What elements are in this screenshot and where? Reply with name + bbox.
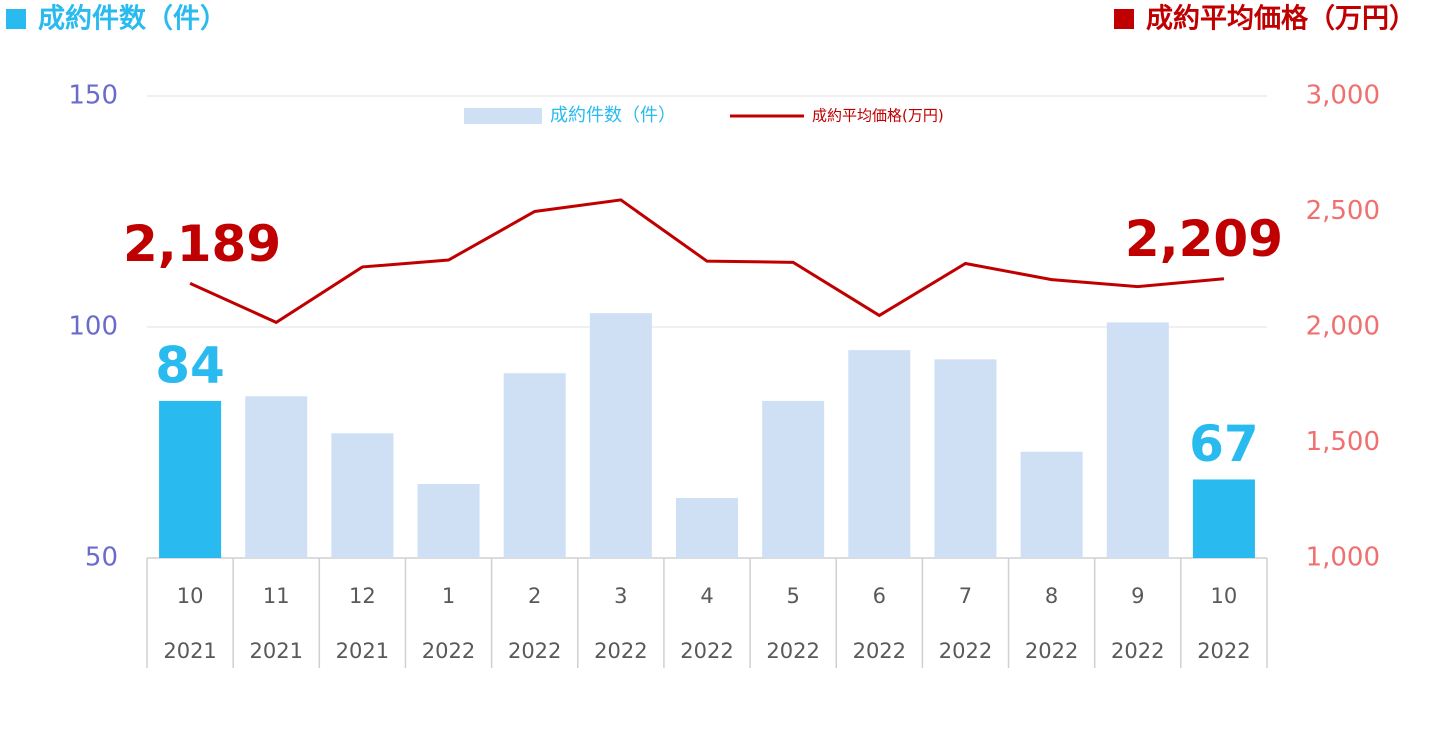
x-year-label: 2022: [1025, 639, 1078, 663]
bar: [503, 373, 566, 558]
y-title: 成約件数（件）: [38, 3, 227, 35]
bar: [1192, 479, 1255, 558]
x-tick-label: 2: [528, 584, 541, 608]
bar: [159, 400, 222, 558]
x-tick-label: 10: [177, 584, 204, 608]
y-tick-label: 150: [68, 81, 118, 111]
bar: [675, 497, 739, 558]
x-tick-label: 7: [959, 584, 972, 608]
bar: [245, 396, 308, 558]
legend-label: 成約平均価格(万円): [812, 107, 944, 125]
x-tick-label: 10: [1211, 584, 1238, 608]
bar: [1106, 322, 1169, 558]
x-year-label: 2022: [594, 639, 647, 663]
y2-tick-label: 1,000: [1306, 543, 1380, 573]
bar: [848, 350, 911, 558]
legend-swatch: [464, 108, 542, 124]
x-year-label: 2021: [250, 639, 303, 663]
bar: [762, 400, 825, 558]
y2-tick-label: 2,500: [1306, 196, 1380, 226]
x-tick-label: 6: [873, 584, 886, 608]
x-tick-label: 12: [349, 584, 376, 608]
bar: [934, 359, 997, 558]
x-year-label: 2021: [163, 639, 216, 663]
x-year-label: 2022: [680, 639, 733, 663]
y2-tick-label: 2,000: [1306, 312, 1380, 342]
line-value-label: 2,209: [1125, 210, 1283, 268]
x-year-label: 2021: [336, 639, 389, 663]
bar: [331, 433, 394, 558]
x-tick-label: 1: [442, 584, 455, 608]
y2-tick-label: 1,500: [1306, 427, 1380, 457]
x-year-label: 2022: [939, 639, 992, 663]
line: [189, 198, 1225, 325]
y2-title: 成約平均価格（万円）: [1146, 3, 1416, 35]
x-tick-label: 3: [614, 584, 627, 608]
y-tick-label: 50: [85, 543, 118, 573]
x-tick-label: 4: [700, 584, 713, 608]
x-year-label: 2022: [853, 639, 906, 663]
x-tick-label: 5: [786, 584, 799, 608]
title-marker: [6, 9, 26, 29]
bar-value-label: 67: [1189, 415, 1259, 473]
x-year-label: 2022: [508, 639, 561, 663]
bar: [589, 313, 652, 558]
x-year-label: 2022: [1111, 639, 1164, 663]
bar-value-label: 84: [155, 336, 225, 394]
bar: [1020, 451, 1083, 558]
bar: [417, 484, 480, 558]
legend-label: 成約件数（件）: [550, 105, 676, 126]
y2-tick-label: 3,000: [1306, 81, 1380, 111]
x-year-label: 2022: [422, 639, 475, 663]
line-value-label: 2,189: [123, 215, 281, 273]
y-tick-label: 100: [68, 312, 118, 342]
title-marker: [1114, 9, 1134, 29]
x-tick-label: 11: [263, 584, 290, 608]
x-year-label: 2022: [766, 639, 819, 663]
x-tick-label: 8: [1045, 584, 1058, 608]
x-year-label: 2022: [1197, 639, 1250, 663]
x-tick-label: 9: [1131, 584, 1144, 608]
